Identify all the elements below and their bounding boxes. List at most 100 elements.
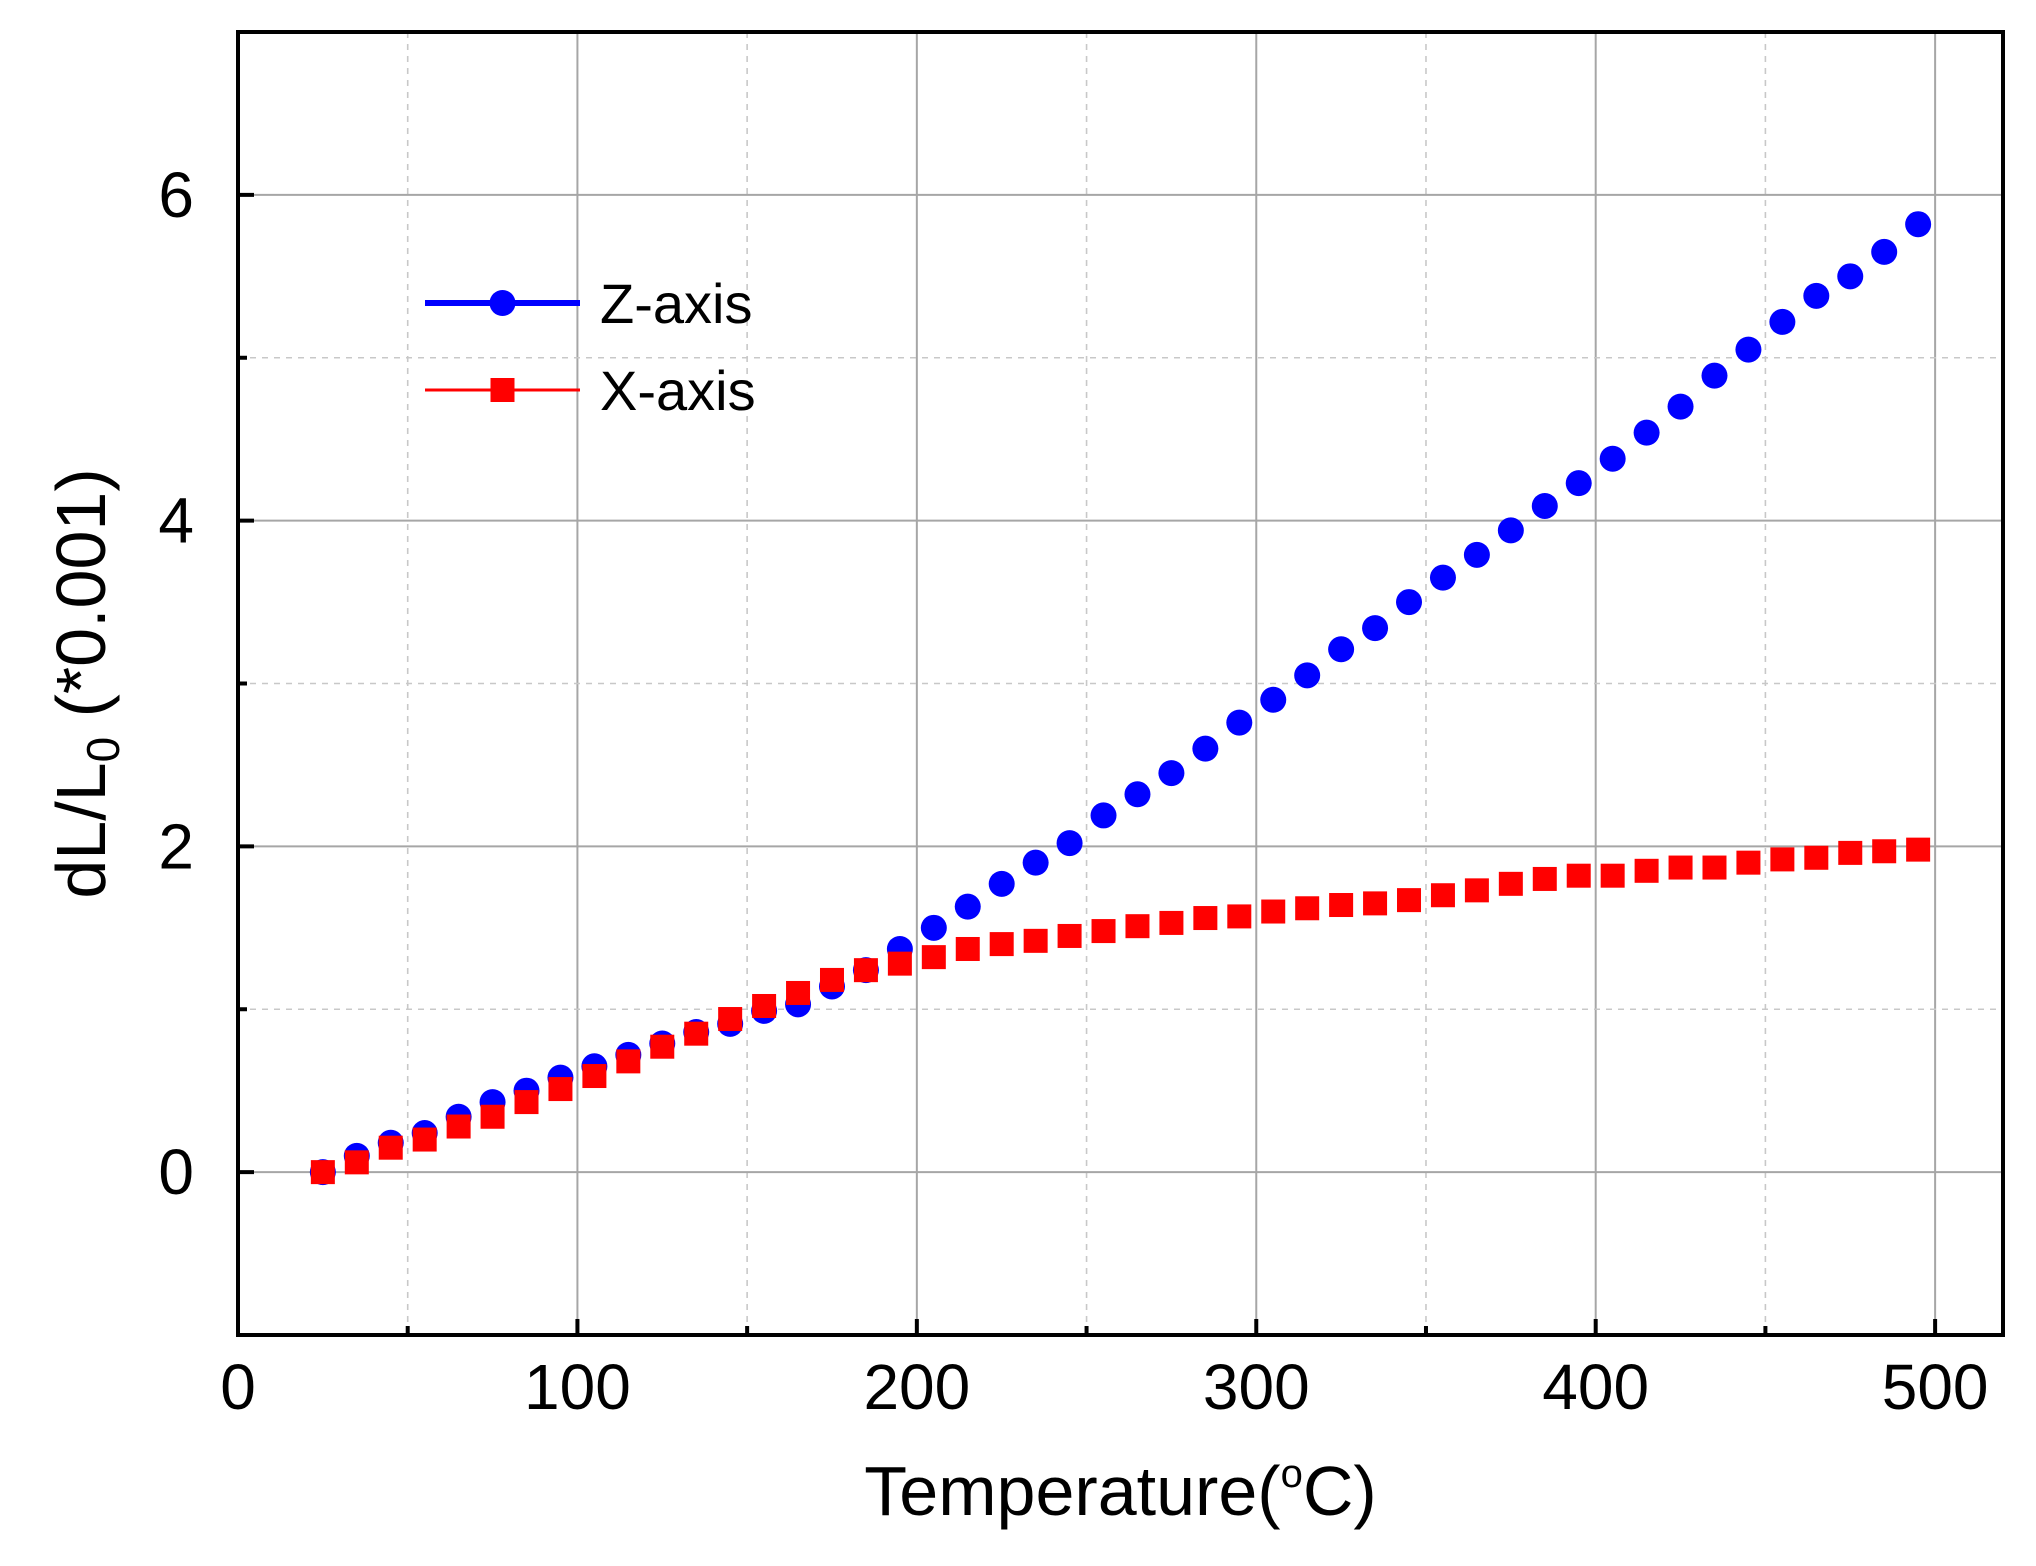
point-x-axis bbox=[989, 932, 1014, 957]
point-x-axis bbox=[514, 1090, 539, 1115]
point-x-axis bbox=[1668, 855, 1693, 880]
point-z-axis bbox=[954, 893, 981, 920]
point-x-axis bbox=[1397, 888, 1422, 913]
point-x-axis bbox=[1770, 847, 1795, 872]
y-axis-title-suffix: (*0.001) bbox=[42, 468, 120, 736]
point-x-axis bbox=[446, 1114, 471, 1139]
point-x-axis bbox=[412, 1127, 437, 1152]
point-x-axis bbox=[1363, 891, 1388, 916]
point-z-axis bbox=[1871, 238, 1898, 265]
point-z-axis bbox=[1294, 662, 1321, 689]
y-tick-label: 4 bbox=[158, 485, 194, 557]
point-x-axis bbox=[480, 1104, 505, 1129]
grid bbox=[238, 32, 2003, 1335]
point-z-axis bbox=[1735, 336, 1762, 363]
x-axis-title-degree: o bbox=[1281, 1452, 1303, 1496]
point-z-axis bbox=[988, 870, 1015, 897]
point-x-axis bbox=[1532, 866, 1557, 891]
point-x-axis bbox=[1091, 919, 1116, 944]
legend: Z-axis X-axis bbox=[425, 272, 756, 422]
point-z-axis bbox=[1701, 362, 1728, 389]
axis-ticks bbox=[236, 192, 1938, 1335]
x-tick-label: 0 bbox=[220, 1351, 256, 1423]
point-x-axis bbox=[786, 980, 811, 1005]
legend-marker-z-axis bbox=[489, 290, 516, 316]
point-z-axis bbox=[1260, 686, 1287, 713]
x-tick-label: 500 bbox=[1882, 1351, 1989, 1423]
point-x-axis bbox=[752, 993, 777, 1018]
point-z-axis bbox=[1633, 419, 1660, 446]
point-x-axis bbox=[1464, 878, 1489, 903]
y-axis-title: dL/L0 (*0.001) bbox=[42, 468, 129, 898]
point-x-axis bbox=[1872, 839, 1897, 864]
y-tick-label: 2 bbox=[158, 810, 194, 882]
point-x-axis bbox=[718, 1007, 743, 1032]
point-x-axis bbox=[1261, 899, 1286, 924]
point-z-axis bbox=[1667, 393, 1694, 420]
legend-label-z-axis: Z-axis bbox=[600, 272, 752, 335]
point-z-axis bbox=[1192, 735, 1219, 762]
point-x-axis bbox=[616, 1049, 641, 1074]
point-x-axis bbox=[1227, 904, 1252, 929]
point-z-axis bbox=[1769, 308, 1796, 335]
point-z-axis bbox=[1396, 589, 1423, 616]
point-x-axis bbox=[1736, 850, 1761, 875]
point-z-axis bbox=[1905, 211, 1932, 238]
point-x-axis bbox=[310, 1160, 335, 1185]
point-x-axis bbox=[1498, 871, 1523, 896]
point-x-axis bbox=[819, 967, 844, 992]
series-layer bbox=[309, 211, 1932, 1186]
legend-item-z-axis: Z-axis bbox=[425, 272, 752, 335]
point-x-axis bbox=[1159, 910, 1184, 935]
point-z-axis bbox=[1497, 517, 1524, 544]
y-axis-title-main: dL/L bbox=[42, 762, 120, 898]
x-tick-label: 100 bbox=[524, 1351, 631, 1423]
x-tick-label: 200 bbox=[863, 1351, 970, 1423]
y-axis-title-subscript: 0 bbox=[77, 737, 129, 763]
point-z-axis bbox=[1056, 830, 1083, 857]
point-x-axis bbox=[548, 1077, 573, 1102]
point-x-axis bbox=[1430, 883, 1455, 908]
point-z-axis bbox=[1090, 802, 1117, 829]
point-z-axis bbox=[1429, 564, 1456, 591]
point-x-axis bbox=[650, 1034, 675, 1059]
legend-item-x-axis: X-axis bbox=[425, 359, 756, 422]
point-z-axis bbox=[1599, 445, 1626, 472]
x-tick-label: 300 bbox=[1203, 1351, 1310, 1423]
point-z-axis bbox=[920, 914, 947, 941]
point-x-axis bbox=[684, 1021, 709, 1046]
point-z-axis bbox=[1531, 492, 1558, 519]
legend-label-x-axis: X-axis bbox=[600, 359, 756, 422]
point-x-axis bbox=[853, 958, 878, 983]
point-x-axis bbox=[1193, 906, 1218, 931]
point-x-axis bbox=[887, 951, 912, 976]
point-z-axis bbox=[1022, 849, 1049, 876]
point-x-axis bbox=[1125, 914, 1150, 939]
point-x-axis bbox=[1329, 893, 1354, 918]
point-x-axis bbox=[344, 1150, 369, 1175]
series-x-axis bbox=[310, 837, 1931, 1185]
x-tick-label: 400 bbox=[1542, 1351, 1649, 1423]
point-z-axis bbox=[1463, 541, 1490, 568]
point-x-axis bbox=[1634, 858, 1659, 883]
point-z-axis bbox=[1362, 615, 1389, 642]
tick-labels: 0 100 200 300 400 500 0 2 4 6 bbox=[158, 159, 1988, 1423]
point-x-axis bbox=[1566, 863, 1591, 888]
point-z-axis bbox=[1565, 470, 1592, 497]
point-z-axis bbox=[1837, 263, 1864, 290]
point-x-axis bbox=[1023, 928, 1048, 953]
point-x-axis bbox=[1295, 896, 1320, 921]
point-x-axis bbox=[1057, 923, 1082, 948]
point-x-axis bbox=[378, 1135, 403, 1160]
y-tick-label: 0 bbox=[158, 1136, 194, 1208]
point-z-axis bbox=[1124, 781, 1151, 808]
y-tick-label: 6 bbox=[158, 159, 194, 231]
point-z-axis bbox=[1803, 282, 1830, 309]
point-z-axis bbox=[1226, 709, 1253, 736]
point-x-axis bbox=[582, 1064, 607, 1089]
point-x-axis bbox=[955, 936, 980, 961]
point-x-axis bbox=[1906, 837, 1931, 862]
point-z-axis bbox=[1328, 636, 1355, 663]
